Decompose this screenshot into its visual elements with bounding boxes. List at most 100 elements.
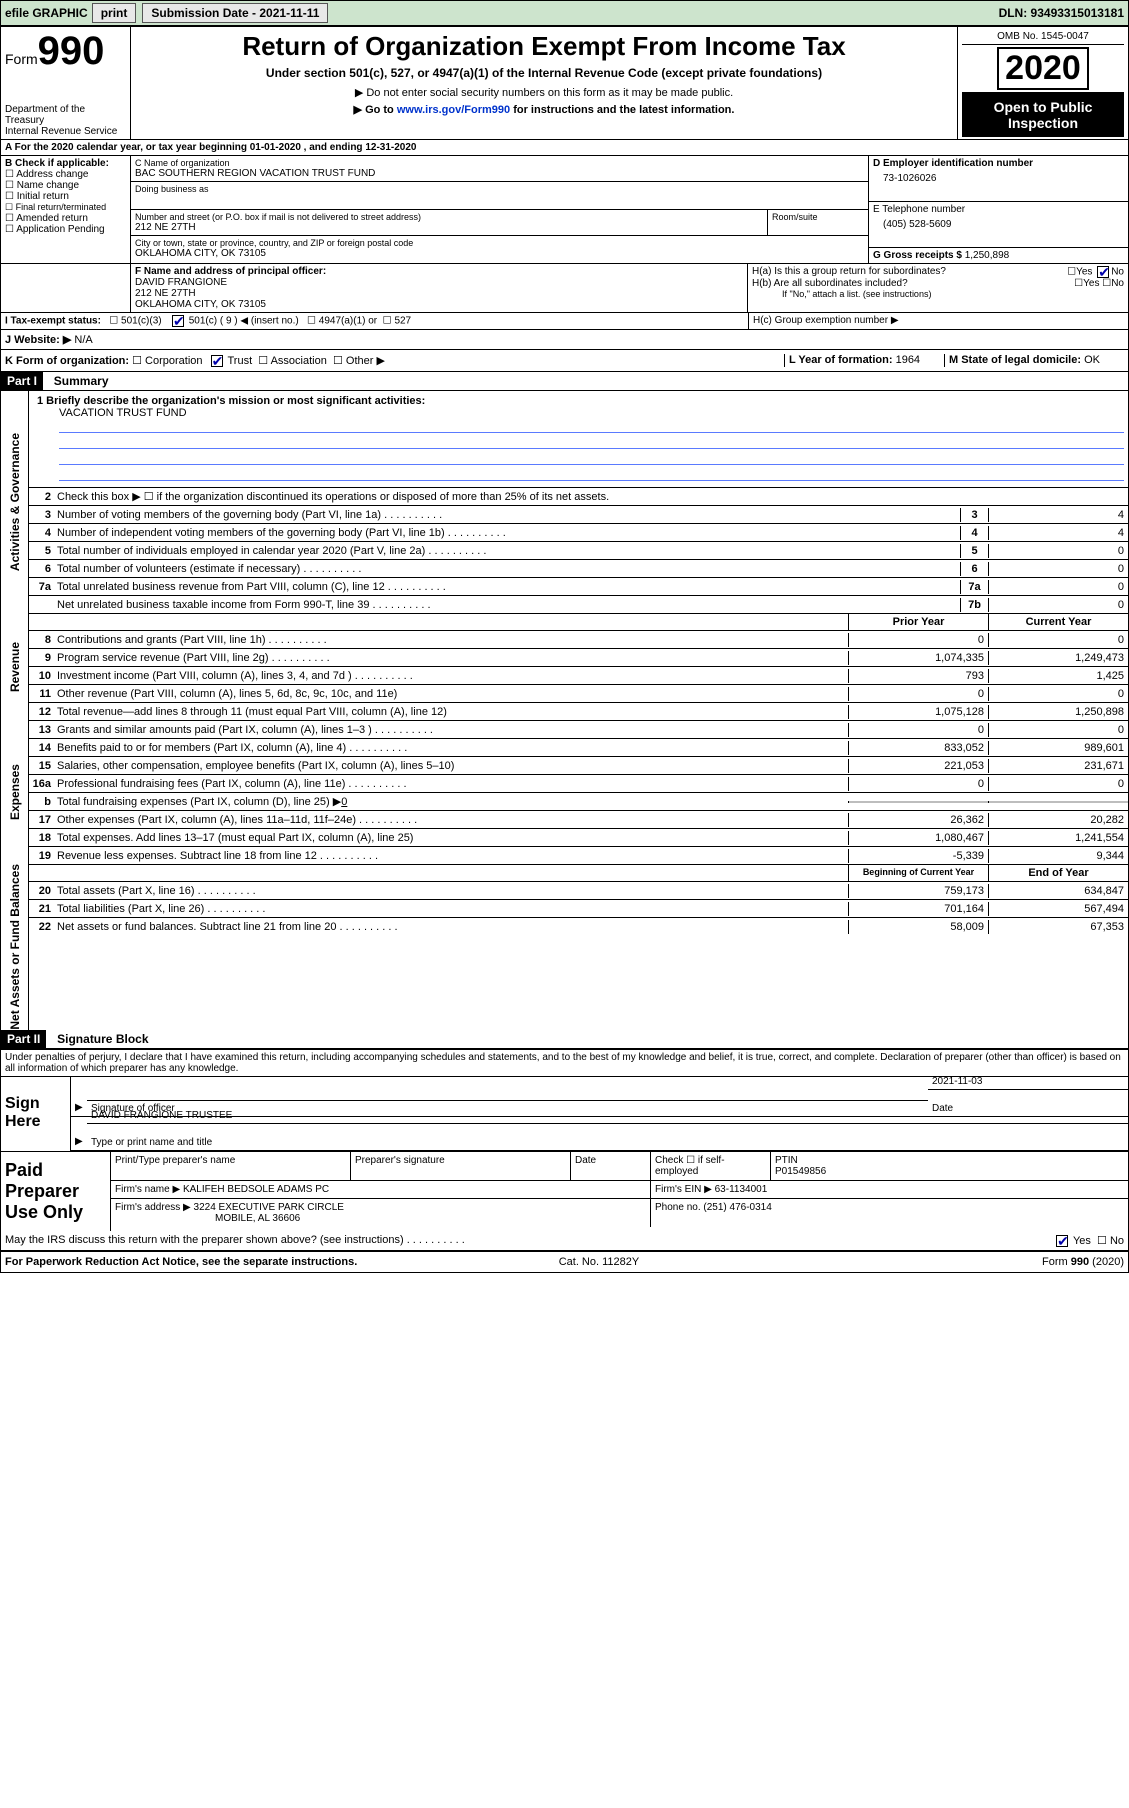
line7a-val: 0 bbox=[988, 580, 1128, 594]
line4-val: 4 bbox=[988, 526, 1128, 540]
line6-val: 0 bbox=[988, 562, 1128, 576]
gross-label: G Gross receipts $ bbox=[873, 250, 962, 261]
cb-name-change[interactable]: ☐ Name change bbox=[5, 180, 126, 191]
ha-no-checkbox[interactable] bbox=[1097, 266, 1109, 278]
line5: Total number of individuals employed in … bbox=[55, 544, 960, 558]
line5-val: 0 bbox=[988, 544, 1128, 558]
note-ssn: ▶ Do not enter social security numbers o… bbox=[135, 86, 953, 99]
gross-value: 1,250,898 bbox=[965, 250, 1010, 261]
cb-amended[interactable]: ☐ Amended return bbox=[5, 213, 126, 224]
arrow-icon: ▶ bbox=[71, 1100, 87, 1116]
form-subtitle: Under section 501(c), 527, or 4947(a)(1)… bbox=[135, 66, 953, 80]
revenue-section: Revenue Prior YearCurrent Year 8Contribu… bbox=[1, 613, 1128, 720]
discuss-yes-checkbox[interactable] bbox=[1056, 1235, 1068, 1247]
phone-value: (405) 528-5609 bbox=[873, 215, 1124, 230]
city-label: City or town, state or province, country… bbox=[135, 238, 864, 248]
line2: Check this box ▶ ☐ if the organization d… bbox=[55, 489, 1128, 504]
form990-link[interactable]: www.irs.gov/Form990 bbox=[397, 104, 510, 116]
note-link: ▶ Go to www.irs.gov/Form990 for instruct… bbox=[135, 103, 953, 116]
governance-section: Activities & Governance 1 Briefly descri… bbox=[1, 391, 1128, 613]
hc-label: H(c) Group exemption number ▶ bbox=[748, 313, 1128, 329]
ein-label: D Employer identification number bbox=[873, 158, 1124, 169]
tax-year-line: A For the 2020 calendar year, or tax yea… bbox=[1, 140, 1128, 156]
revenue-vlabel: Revenue bbox=[8, 642, 22, 692]
cb-initial-return[interactable]: ☐ Initial return bbox=[5, 191, 126, 202]
topbar: efile GRAPHIC print Submission Date - 20… bbox=[0, 0, 1129, 26]
tax-status-label: I Tax-exempt status: bbox=[5, 316, 101, 327]
officer-name: DAVID FRANGIONE bbox=[135, 277, 743, 288]
officer-addr1: 212 NE 27TH bbox=[135, 288, 743, 299]
form-org-row: K Form of organization: ☐ Corporation Tr… bbox=[1, 350, 1128, 372]
print-button[interactable]: print bbox=[92, 3, 137, 23]
cb-pending[interactable]: ☐ Application Pending bbox=[5, 224, 126, 235]
expenses-vlabel: Expenses bbox=[8, 764, 22, 820]
prior-year-hdr: Prior Year bbox=[848, 614, 988, 630]
dept-label: Department of the Treasury bbox=[5, 104, 126, 126]
net-vlabel: Net Assets or Fund Balances bbox=[8, 864, 22, 1030]
part1-header: Part I bbox=[1, 372, 43, 390]
ein-value: 73-1026026 bbox=[873, 169, 1124, 184]
501c-checkbox[interactable] bbox=[172, 315, 184, 327]
org-name: BAC SOUTHERN REGION VACATION TRUST FUND bbox=[135, 168, 864, 179]
current-year-hdr: Current Year bbox=[988, 614, 1128, 630]
mission-label: 1 Briefly describe the organization's mi… bbox=[37, 395, 1124, 407]
omb-label: OMB No. 1545-0047 bbox=[962, 29, 1124, 45]
governance-vlabel: Activities & Governance bbox=[8, 433, 22, 571]
identity-grid: B Check if applicable: ☐ Address change … bbox=[1, 156, 1128, 264]
addr-label: Number and street (or P.O. box if mail i… bbox=[135, 212, 763, 222]
part2-title: Signature Block bbox=[49, 1032, 148, 1046]
line4: Number of independent voting members of … bbox=[55, 526, 960, 540]
form-outer: Form990 Department of the Treasury Inter… bbox=[0, 26, 1129, 1273]
sign-here-label: Sign Here bbox=[1, 1077, 71, 1151]
firm-name: KALIFEH BEDSOLE ADAMS PC bbox=[183, 1184, 329, 1195]
hb-note: If "No," attach a list. (see instruction… bbox=[752, 289, 1124, 299]
part1-title: Summary bbox=[46, 374, 109, 388]
net-assets-section: Net Assets or Fund Balances Beginning of… bbox=[1, 864, 1128, 1030]
expenses-section: Expenses 13Grants and similar amounts pa… bbox=[1, 720, 1128, 864]
website-row: J Website: ▶ N/A bbox=[1, 330, 1128, 350]
officer-addr2: OKLAHOMA CITY, OK 73105 bbox=[135, 299, 743, 310]
dba-label: Doing business as bbox=[135, 184, 864, 194]
cat-no: Cat. No. 11282Y bbox=[559, 1256, 640, 1268]
phone-label: E Telephone number bbox=[873, 204, 1124, 215]
ptin-value: P01549856 bbox=[775, 1166, 826, 1177]
suite-label: Room/suite bbox=[772, 212, 864, 222]
submission-date-button[interactable]: Submission Date - 2021-11-11 bbox=[142, 3, 328, 23]
form-title: Return of Organization Exempt From Incom… bbox=[135, 31, 953, 62]
line7a: Total unrelated business revenue from Pa… bbox=[55, 580, 960, 594]
hb-label: H(b) Are all subordinates included? bbox=[752, 278, 1024, 289]
cb-address-change[interactable]: ☐ Address change bbox=[5, 169, 126, 180]
cb-final-return[interactable]: ☐ Final return/terminated bbox=[5, 202, 126, 213]
city-address: OKLAHOMA CITY, OK 73105 bbox=[135, 248, 864, 259]
line7b-val: 0 bbox=[988, 598, 1128, 612]
year-formation: 1964 bbox=[896, 354, 920, 366]
org-name-label: C Name of organization bbox=[135, 158, 864, 168]
firm-ein: 63-1134001 bbox=[715, 1184, 768, 1195]
trust-checkbox[interactable] bbox=[211, 355, 223, 367]
open-public-label: Open to Public Inspection bbox=[962, 93, 1124, 137]
firm-addr1: 3224 EXECUTIVE PARK CIRCLE bbox=[194, 1202, 344, 1213]
website-value: N/A bbox=[74, 334, 92, 346]
arrow-icon: ▶ bbox=[71, 1134, 87, 1150]
line3-val: 4 bbox=[988, 508, 1128, 522]
state-domicile: OK bbox=[1084, 354, 1100, 366]
line6: Total number of volunteers (estimate if … bbox=[55, 562, 960, 576]
form-ref: Form 990 (2020) bbox=[1042, 1256, 1124, 1268]
form-header: Form990 Department of the Treasury Inter… bbox=[1, 27, 1128, 140]
dln-label: DLN: 93493315013181 bbox=[999, 6, 1124, 20]
officer-printed: DAVID FRANGIONE TRUSTEE bbox=[91, 1110, 1124, 1121]
firm-addr2: MOBILE, AL 36606 bbox=[115, 1213, 300, 1224]
officer-h-row: F Name and address of principal officer:… bbox=[1, 264, 1128, 313]
paid-preparer-block: Paid Preparer Use Only Print/Type prepar… bbox=[1, 1151, 1128, 1231]
form-number: Form990 bbox=[5, 29, 126, 74]
line7b: Net unrelated business taxable income fr… bbox=[55, 598, 960, 612]
part2-header: Part II bbox=[1, 1030, 46, 1048]
paid-preparer-label: Paid Preparer Use Only bbox=[1, 1152, 111, 1231]
tax-status-row: I Tax-exempt status: ☐ 501(c)(3) 501(c) … bbox=[1, 313, 1128, 330]
paperwork-notice: For Paperwork Reduction Act Notice, see … bbox=[5, 1256, 357, 1268]
efile-label: efile GRAPHIC bbox=[5, 6, 88, 20]
footer-row: For Paperwork Reduction Act Notice, see … bbox=[1, 1251, 1128, 1272]
box-b-label: B Check if applicable: bbox=[5, 158, 126, 169]
firm-phone: (251) 476-0314 bbox=[703, 1202, 771, 1213]
irs-label: Internal Revenue Service bbox=[5, 126, 126, 137]
